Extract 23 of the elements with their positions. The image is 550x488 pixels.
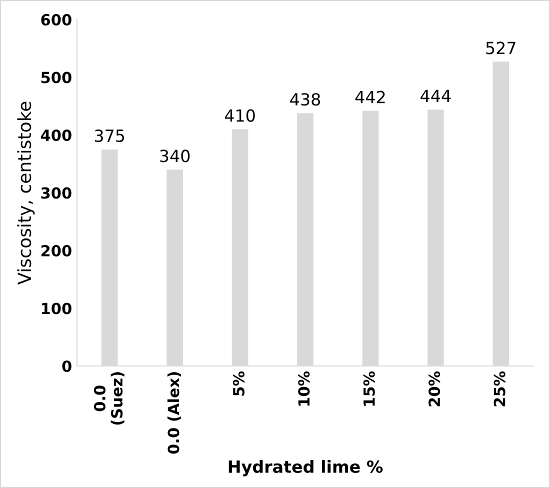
y-tick-label: 400 [40, 129, 72, 142]
x-tick-label: 15% [363, 371, 375, 406]
x-tick-label: 0.0 (Suez) [94, 372, 124, 425]
data-label: 444 [420, 90, 451, 102]
y-tick-label: 200 [41, 244, 72, 257]
data-label: 442 [355, 90, 385, 104]
y-tick-label: 0 [62, 360, 72, 372]
x-tick-label: 5% [232, 371, 244, 396]
y-tick-label: 600 [41, 14, 72, 26]
data-label: 438 [290, 93, 320, 106]
y-axis-title: Viscosity, centistoke [17, 102, 35, 285]
data-label: 375 [94, 129, 124, 142]
data-label: 410 [224, 109, 255, 122]
x-tick-label: 20% [428, 371, 440, 406]
y-tick-label: 100 [42, 302, 72, 314]
data-label: 340 [160, 150, 190, 162]
data-label: 527 [486, 42, 516, 54]
y-tick-label: 500 [41, 72, 72, 84]
x-tick-label: 10% [298, 371, 310, 406]
y-tick-label: 300 [41, 187, 72, 199]
x-tick-label: 25% [494, 371, 506, 406]
x-axis-title: Hydrated lime % [228, 460, 383, 476]
x-tick-label: 0.0 (Alex) [167, 372, 182, 454]
